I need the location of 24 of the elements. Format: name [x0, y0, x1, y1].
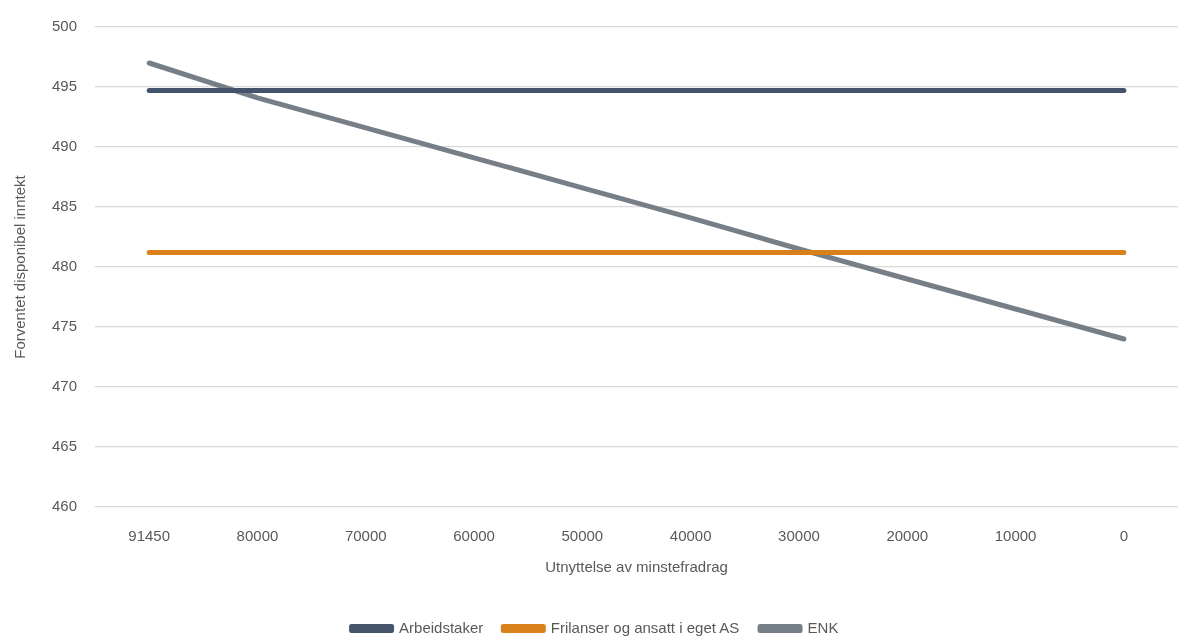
x-tick-label: 60000 [453, 527, 495, 545]
legend-label: Arbeidstaker [399, 618, 484, 636]
x-tick-label: 70000 [344, 527, 387, 545]
y-tick-label: 495 [52, 77, 78, 95]
x-tick-label: 10000 [994, 527, 1037, 545]
y-tick-label: 470 [52, 377, 78, 395]
y-tick-label: 485 [52, 197, 78, 215]
legend-label: ENK [807, 618, 839, 636]
x-tick-label: 40000 [669, 527, 712, 545]
x-tick-label: 50000 [561, 527, 604, 545]
y-tick-label: 460 [52, 497, 78, 515]
y-tick-label: 475 [52, 317, 78, 335]
x-tick-label: 80000 [236, 527, 279, 545]
y-tick-label: 480 [52, 257, 78, 275]
y-tick-label: 500 [52, 17, 78, 35]
y-tick-label: 490 [52, 137, 78, 155]
x-tick-label: 0 [1119, 527, 1129, 545]
legend-label: Frilanser og ansatt i eget AS [550, 618, 740, 636]
x-tick-label: 30000 [778, 527, 820, 545]
x-axis-title: Utnyttelse av minstefradrag [545, 558, 728, 576]
x-tick-label: 20000 [886, 527, 929, 545]
y-tick-label: 465 [52, 437, 78, 455]
x-tick-label: 91450 [128, 527, 171, 545]
y-axis-title: Forventet disponibel inntekt [11, 174, 29, 359]
